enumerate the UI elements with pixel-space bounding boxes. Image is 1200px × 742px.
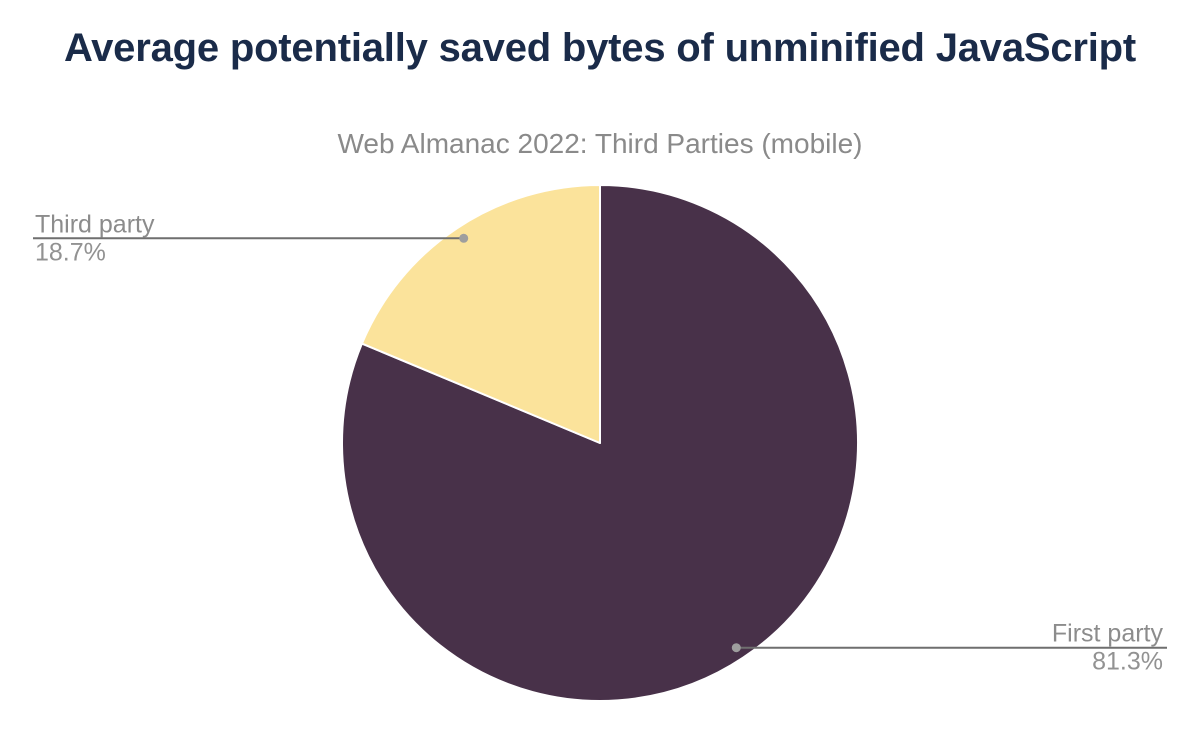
leader-dot [731,643,741,653]
slice-percent-label: 81.3% [1092,648,1163,676]
slice-percent-label: 18.7% [35,238,106,266]
slice-name-label: Third party [35,210,155,238]
chart-title: Average potentially saved bytes of unmin… [63,26,1137,70]
chart-subtitle: Web Almanac 2022: Third Parties (mobile) [337,128,863,159]
leader-dot [459,233,469,243]
pie-slices [341,184,859,702]
slice-name-label: First party [1052,620,1164,648]
pie-slice-third-party[interactable] [360,184,601,444]
